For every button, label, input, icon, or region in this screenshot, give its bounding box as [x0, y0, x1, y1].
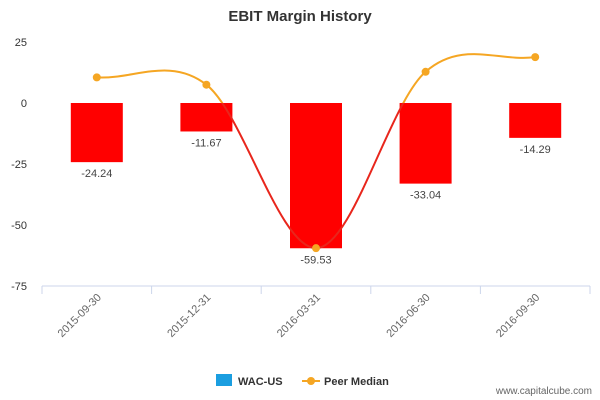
x-tick-label: 2015-12-31	[165, 292, 213, 340]
x-tick-label: 2015-09-30	[56, 292, 104, 340]
data-labels: -24.24 -11.67 -59.53 -33.04 -14.29	[81, 137, 551, 266]
bar	[290, 103, 342, 249]
legend-item-wac[interactable]: WAC-US	[216, 374, 283, 388]
y-axis: 25 0 -25 -50 -75	[11, 37, 27, 293]
peer-median-marker	[202, 80, 211, 89]
peer-median-marker	[531, 53, 540, 62]
legend-item-peer-median[interactable]: Peer Median	[302, 376, 389, 388]
legend-swatch-wac	[216, 374, 232, 386]
y-tick-label: -25	[11, 159, 27, 171]
watermark: www.capitalcube.com	[495, 386, 592, 397]
y-tick-label: 0	[21, 98, 27, 110]
legend-label-wac: WAC-US	[238, 376, 283, 388]
x-axis: 2015-09-30 2015-12-31 2016-03-31 2016-06-30…	[41, 285, 591, 340]
chart-title: EBIT Margin History	[228, 8, 372, 25]
data-label: -24.24	[81, 168, 112, 180]
data-label: -59.53	[300, 254, 331, 266]
legend-label-peer: Peer Median	[324, 376, 389, 388]
peer-median-marker	[421, 67, 430, 76]
bar-series	[70, 103, 562, 249]
bar	[509, 103, 562, 138]
data-label: -33.04	[410, 190, 441, 202]
y-tick-label: -50	[11, 220, 27, 232]
data-label: -11.67	[191, 137, 221, 149]
peer-median-series	[92, 53, 540, 253]
legend-marker-peer	[307, 377, 315, 385]
bar	[70, 103, 123, 163]
data-label: -14.29	[520, 144, 551, 156]
peer-median-marker	[92, 73, 101, 82]
x-tick-label: 2016-03-31	[275, 292, 323, 340]
bar	[180, 103, 233, 132]
y-tick-label: -75	[11, 281, 27, 293]
legend: WAC-US Peer Median	[216, 374, 389, 388]
x-tick-label: 2016-09-30	[494, 292, 542, 340]
peer-median-marker	[312, 244, 320, 253]
x-tick-label: 2016-06-30	[384, 292, 432, 340]
peer-median-line-above-zero	[96, 53, 536, 103]
bar	[399, 103, 452, 184]
y-tick-label: 25	[15, 37, 27, 49]
